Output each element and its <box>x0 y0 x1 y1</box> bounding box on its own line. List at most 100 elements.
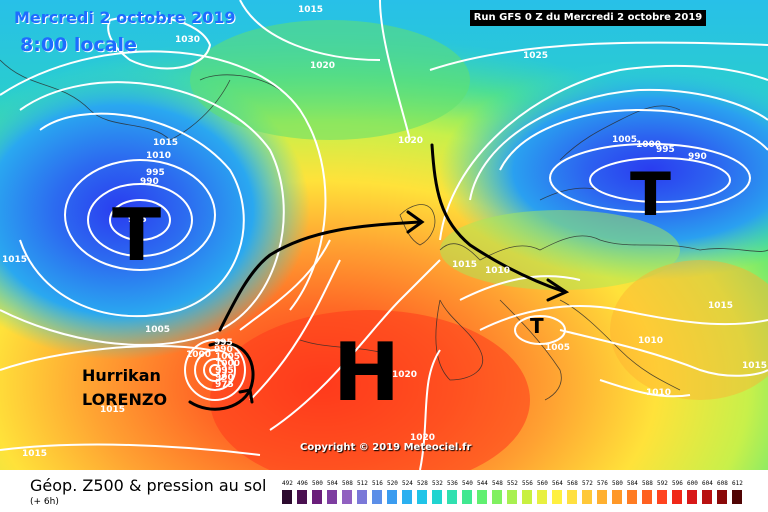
scale-swatch <box>687 490 697 504</box>
scale-tick-label: 500 <box>312 480 323 487</box>
isobar-label: 1005 <box>145 325 170 335</box>
isobar-label: 1020 <box>392 370 417 380</box>
isobar-label: 1005 <box>612 135 637 145</box>
isobar-label: 1015 <box>22 449 47 459</box>
scale-tick-label: 588 <box>642 480 653 487</box>
color-scale: 492 496 500 504 508 512 516 520 524 528 532 536 540 5… <box>282 480 752 510</box>
scale-swatch <box>537 490 547 504</box>
scale-tick-label: 604 <box>702 480 713 487</box>
scale-swatch <box>612 490 622 504</box>
coastlines <box>0 59 768 401</box>
scale-tick-label: 556 <box>522 480 533 487</box>
scale-tick-label: 548 <box>492 480 503 487</box>
scale-swatch <box>462 490 472 504</box>
isobar-label: 985 <box>128 215 147 225</box>
scale-tick-label: 552 <box>507 480 518 487</box>
isobar-label: 1000 <box>186 350 211 360</box>
scale-swatch <box>297 490 307 504</box>
scale-swatch <box>597 490 607 504</box>
scale-tick-label: 572 <box>582 480 593 487</box>
isobar-label: 1015 <box>452 260 477 270</box>
run-info-bar: Run GFS 0 Z du Mercredi 2 octobre 2019 <box>470 10 706 26</box>
scale-swatch <box>282 490 292 504</box>
scale-swatch <box>417 490 427 504</box>
scale-swatch <box>672 490 682 504</box>
scale-swatch <box>447 490 457 504</box>
high-pressure-symbol: H <box>333 326 400 419</box>
legend-title: Géop. Z500 & pression au sol <box>30 476 267 495</box>
scale-swatch <box>552 490 562 504</box>
isobar-labels: 1015 1030 1020 1025 1005 1010 995 990 98… <box>2 5 767 459</box>
scale-tick-label: 520 <box>387 480 398 487</box>
isobar-label: 1015 <box>100 405 125 415</box>
isobar-label: 1005 <box>215 352 240 362</box>
isobar-label: 1015 <box>2 255 27 265</box>
isobar-label: 1010 <box>646 388 671 398</box>
scale-tick-label: 540 <box>462 480 473 487</box>
scale-swatch <box>702 490 712 504</box>
date-label: Mercredi 2 octobre 2019 <box>14 8 236 27</box>
scale-tick-label: 596 <box>672 480 683 487</box>
scale-tick-label: 532 <box>432 480 443 487</box>
isobar-label: 990 <box>215 373 234 383</box>
storm-name-line2: LORENZO <box>82 390 168 409</box>
isobar-label: 1030 <box>175 35 200 45</box>
scale-tick-label: 608 <box>717 480 728 487</box>
isobar-label: 995 <box>215 366 234 376</box>
isobar-label: 1025 <box>523 51 548 61</box>
scale-swatch <box>372 490 382 504</box>
scale-swatch <box>507 490 517 504</box>
copyright-text: Copyright © 2019 Meteociel.fr <box>300 442 472 453</box>
scale-swatch <box>327 490 337 504</box>
isobar-label: 1020 <box>310 61 335 71</box>
scale-tick-label: 592 <box>657 480 668 487</box>
scale-swatch <box>387 490 397 504</box>
legend-subtitle: (+ 6h) <box>30 497 59 507</box>
pressure-systems: T T H T <box>112 160 671 419</box>
scale-tick-label: 576 <box>597 480 608 487</box>
isobar-label: 1020 <box>410 433 435 443</box>
scale-tick-label: 564 <box>552 480 563 487</box>
isobar-label: 990 <box>688 152 707 162</box>
local-time-label: 8:00 locale <box>20 34 137 56</box>
scale-tick-label: 568 <box>567 480 578 487</box>
scale-swatch <box>342 490 352 504</box>
scale-swatch <box>402 490 412 504</box>
isobar-label: 1005 <box>545 343 570 353</box>
isobar-label: 1020 <box>398 136 423 146</box>
scale-swatch <box>477 490 487 504</box>
scale-tick-label: 544 <box>477 480 488 487</box>
weather-map: 1015 1030 1020 1025 1005 1010 995 990 98… <box>0 0 768 470</box>
scale-swatch <box>717 490 727 504</box>
scale-swatch <box>582 490 592 504</box>
isobar-label: 1010 <box>638 336 663 346</box>
scale-swatch <box>567 490 577 504</box>
isobar-label: 1010 <box>146 151 171 161</box>
isobar-label: 990 <box>140 177 159 187</box>
low-pressure-symbol: T <box>630 160 671 230</box>
scale-swatch <box>522 490 532 504</box>
scale-tick-label: 600 <box>687 480 698 487</box>
scale-tick-label: 512 <box>357 480 368 487</box>
scale-swatch <box>357 490 367 504</box>
scale-tick-label: 524 <box>402 480 413 487</box>
scale-tick-label: 516 <box>372 480 383 487</box>
scale-tick-label: 492 <box>282 480 293 487</box>
scale-tick-label: 528 <box>417 480 428 487</box>
scale-swatch <box>432 490 442 504</box>
isobar-label: 1015 <box>153 138 178 148</box>
isobars <box>0 0 768 470</box>
isobar-label: 990 <box>214 345 233 355</box>
isobar-label: 1015 <box>708 301 733 311</box>
isobar-label: 995 <box>656 145 675 155</box>
scale-swatch <box>732 490 742 504</box>
isobar-label: 1015 <box>742 361 767 371</box>
scale-tick-label: 508 <box>342 480 353 487</box>
scale-swatch <box>312 490 322 504</box>
isobar-label: 1000 <box>636 140 661 150</box>
scale-tick-label: 536 <box>447 480 458 487</box>
legend-panel: Géop. Z500 & pression au sol (+ 6h) 492 4… <box>0 470 768 512</box>
scale-tick-label: 560 <box>537 480 548 487</box>
isobar-label: 975 <box>215 380 234 390</box>
storm-name-line1: Hurrikan <box>82 366 161 385</box>
